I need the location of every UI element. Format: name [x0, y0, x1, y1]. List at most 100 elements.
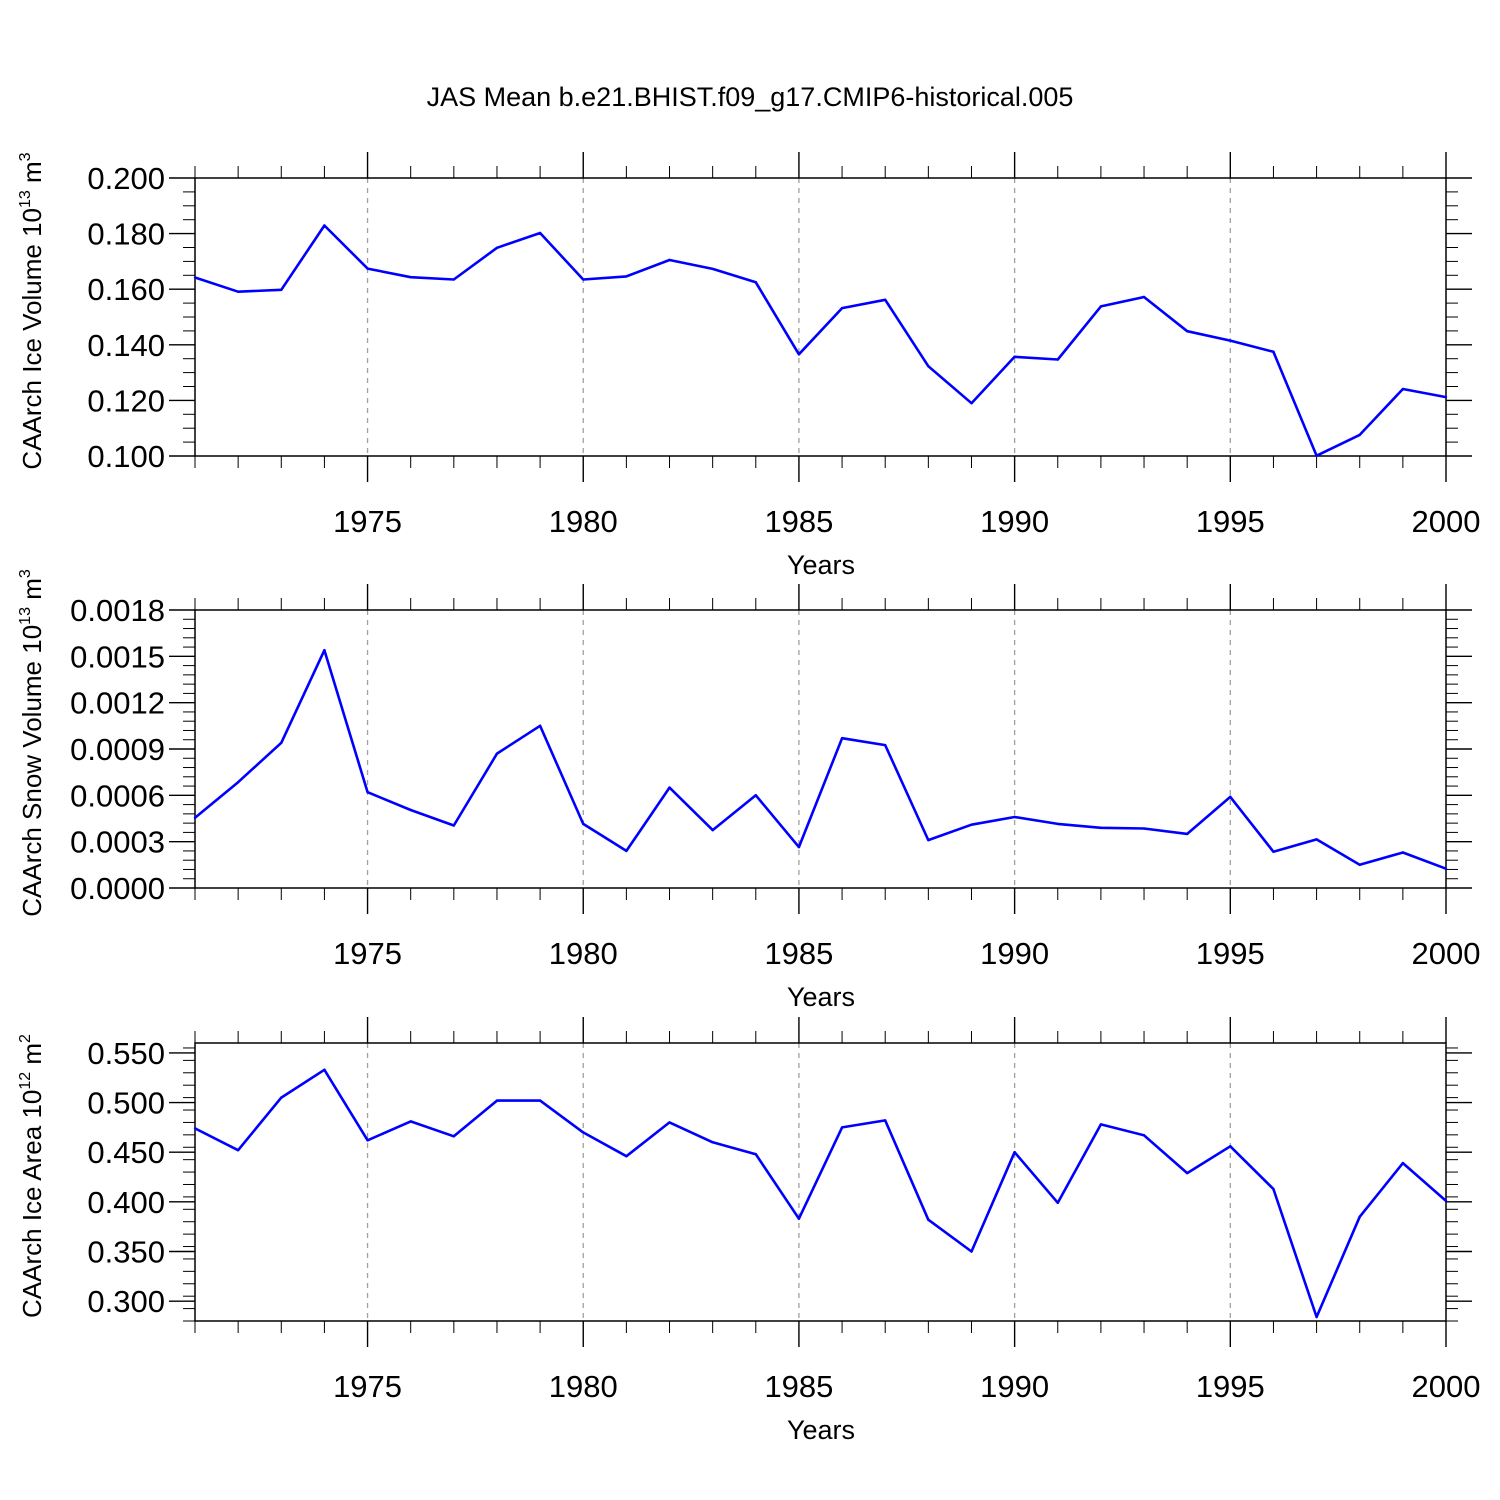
data-point [754, 281, 757, 284]
data-point [1142, 827, 1146, 830]
series-line [194, 224, 1447, 458]
data-point [625, 849, 628, 853]
data-point [797, 1217, 801, 1220]
chart-panel-3: 0.300 0.350 0.400 0.450 0.500 0.550 1975 1980 19… [17, 1017, 1480, 1445]
y-axis-label: CAArch Ice Volume 1013 m3 [17, 152, 47, 469]
y-tick-label: 0.300 [87, 1284, 165, 1319]
y-tick-label: 0.160 [87, 272, 165, 307]
plot-frame [194, 177, 1447, 457]
y-tick-label: 0.120 [87, 383, 165, 418]
data-point [1272, 1187, 1275, 1191]
x-tick-label: 1975 [333, 936, 402, 971]
x-tick-label: 1995 [1196, 1369, 1265, 1404]
x-tick-label: 1990 [980, 936, 1049, 971]
data-point [668, 1121, 671, 1124]
y-tick-label: 0.450 [87, 1135, 165, 1170]
data-point [1272, 850, 1275, 853]
data-point [193, 276, 197, 279]
data-point [1099, 1123, 1103, 1126]
data-point [1056, 358, 1059, 361]
plot-frame [194, 609, 1447, 889]
data-point [452, 278, 456, 281]
x-tick-label: 1985 [764, 936, 833, 971]
y-tick-label: 0.400 [87, 1185, 165, 1220]
data-point [884, 743, 887, 747]
data-point [1056, 822, 1059, 826]
y-tick-label: 0.350 [87, 1235, 165, 1270]
data-point [495, 246, 499, 249]
data-point [452, 824, 456, 827]
data-point [323, 224, 326, 227]
data-point [366, 791, 369, 794]
y-tick-label: 0.200 [87, 161, 165, 196]
y-tick-label: 0.0009 [70, 732, 165, 767]
data-point [1401, 387, 1405, 391]
series-line [194, 648, 1447, 870]
data-point [452, 1135, 456, 1138]
data-point [1229, 795, 1232, 799]
series-line [194, 1068, 1447, 1319]
data-point [1142, 295, 1146, 299]
y-tick-label: 0.0015 [70, 639, 165, 674]
data-point [927, 1218, 930, 1221]
data-point [1013, 1151, 1016, 1154]
y-tick-label: 0.0003 [70, 825, 165, 860]
x-tick-label: 1980 [549, 1369, 618, 1404]
data-point [625, 1154, 628, 1158]
data-point [538, 1099, 542, 1102]
x-tick-label: 1990 [980, 1369, 1049, 1404]
data-point [366, 1139, 369, 1142]
data-point [797, 353, 801, 356]
data-point [193, 816, 197, 819]
x-axis-label: Years [787, 1415, 855, 1445]
data-point [582, 278, 585, 281]
data-point [409, 276, 412, 279]
y-tick-label: 0.100 [87, 439, 165, 474]
data-point [236, 1149, 240, 1152]
data-point [754, 794, 757, 797]
data-point [1272, 350, 1275, 353]
y-tick-label: 0.550 [87, 1036, 165, 1071]
data-point [711, 267, 714, 271]
x-tick-label: 1980 [549, 504, 618, 539]
y-axis-label: CAArch Ice Area 1012 m2 [17, 1034, 47, 1318]
data-point [1056, 1201, 1059, 1205]
data-point [668, 786, 671, 789]
figure-title: JAS Mean b.e21.BHIST.f09_g17.CMIP6-histo… [427, 82, 1074, 112]
data-point [1185, 1171, 1189, 1175]
data-point [1358, 433, 1361, 437]
data-point [754, 1153, 757, 1156]
x-tick-label: 1995 [1196, 936, 1265, 971]
y-tick-label: 0.180 [87, 217, 165, 252]
data-point [323, 1068, 326, 1072]
x-tick-label: 2000 [1412, 504, 1481, 539]
x-tick-label: 2000 [1412, 1369, 1481, 1404]
data-point [1013, 815, 1016, 819]
y-tick-label: 0.0000 [70, 871, 165, 906]
data-point [582, 822, 585, 826]
data-point [1358, 1215, 1361, 1218]
x-tick-label: 1975 [333, 1369, 402, 1404]
data-point [495, 752, 499, 755]
y-tick-label: 0.500 [87, 1086, 165, 1121]
data-point [1444, 1199, 1448, 1203]
data-point [409, 808, 412, 812]
data-point [280, 288, 283, 291]
data-point [970, 1250, 973, 1253]
panels-container: 0.100 0.120 0.140 0.160 0.180 0.200 1975 1980 19… [17, 152, 1480, 1445]
x-axis-label: Years [787, 550, 855, 580]
data-point [538, 231, 542, 235]
x-axis-label: Years [787, 982, 855, 1012]
data-point [840, 1126, 844, 1129]
data-point [1358, 863, 1361, 867]
x-tick-label: 1990 [980, 504, 1049, 539]
x-tick-label: 1975 [333, 504, 402, 539]
data-point [927, 365, 930, 368]
data-point [323, 648, 326, 652]
data-point [1315, 838, 1318, 841]
data-point [1315, 1315, 1318, 1319]
data-point [236, 781, 240, 784]
data-point [409, 1120, 412, 1123]
data-point [927, 838, 930, 842]
